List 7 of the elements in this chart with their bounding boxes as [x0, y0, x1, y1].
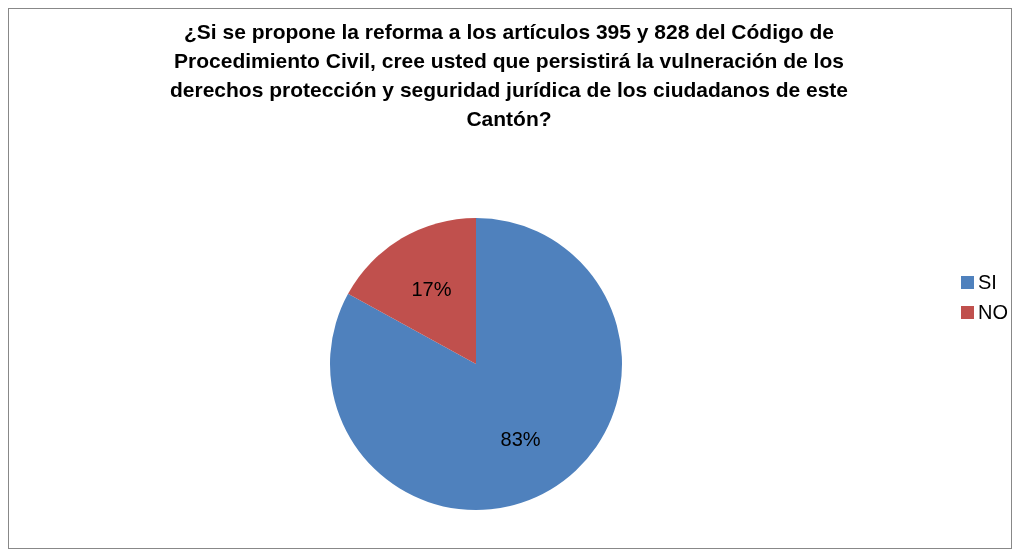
data-label: 17%	[411, 277, 452, 300]
pie-slice	[330, 218, 622, 510]
chart-title: ¿Si se propone la reforma a los artículos 395 y 828 del Código de Procedimiento Civil, cree usted que persistirá la vulneración de los derechos protección y seguridad jurídica de los ciudadanos de este Cantón?	[169, 19, 849, 132]
legend-label: NO	[978, 300, 1008, 324]
legend-label: SI	[978, 270, 997, 294]
pie-slice	[348, 218, 476, 364]
data-label: 83%	[500, 428, 541, 451]
